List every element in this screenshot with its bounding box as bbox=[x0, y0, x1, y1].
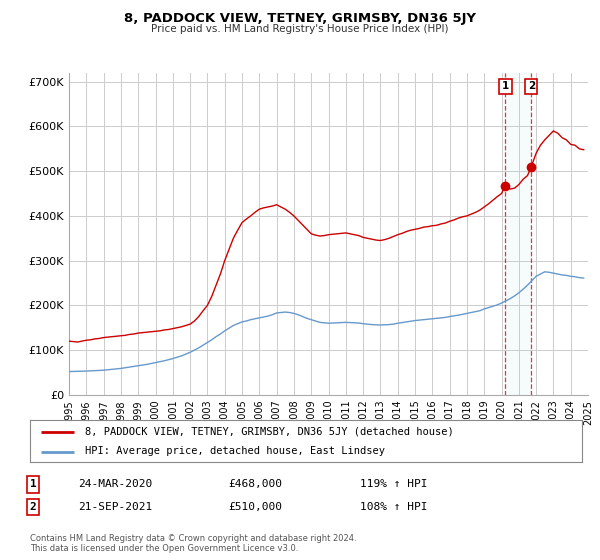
Text: 8, PADDOCK VIEW, TETNEY, GRIMSBY, DN36 5JY (detached house): 8, PADDOCK VIEW, TETNEY, GRIMSBY, DN36 5… bbox=[85, 427, 454, 437]
Text: 2: 2 bbox=[527, 81, 535, 91]
Text: 21-SEP-2021: 21-SEP-2021 bbox=[78, 502, 152, 512]
Text: 8, PADDOCK VIEW, TETNEY, GRIMSBY, DN36 5JY: 8, PADDOCK VIEW, TETNEY, GRIMSBY, DN36 5… bbox=[124, 12, 476, 25]
Text: 24-MAR-2020: 24-MAR-2020 bbox=[78, 479, 152, 489]
Bar bbox=[505, 73, 531, 395]
Text: 1: 1 bbox=[29, 479, 37, 489]
Text: 119% ↑ HPI: 119% ↑ HPI bbox=[360, 479, 427, 489]
Text: Price paid vs. HM Land Registry's House Price Index (HPI): Price paid vs. HM Land Registry's House … bbox=[151, 24, 449, 34]
Text: HPI: Average price, detached house, East Lindsey: HPI: Average price, detached house, East… bbox=[85, 446, 385, 456]
Text: This data is licensed under the Open Government Licence v3.0.: This data is licensed under the Open Gov… bbox=[30, 544, 298, 553]
Text: 1: 1 bbox=[502, 81, 509, 91]
Text: £510,000: £510,000 bbox=[228, 502, 282, 512]
Text: 108% ↑ HPI: 108% ↑ HPI bbox=[360, 502, 427, 512]
Text: 2: 2 bbox=[29, 502, 37, 512]
Text: Contains HM Land Registry data © Crown copyright and database right 2024.: Contains HM Land Registry data © Crown c… bbox=[30, 534, 356, 543]
Text: £468,000: £468,000 bbox=[228, 479, 282, 489]
